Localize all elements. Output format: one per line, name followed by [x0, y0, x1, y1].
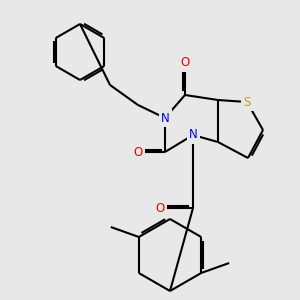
Text: O: O	[155, 202, 165, 214]
Text: S: S	[243, 95, 251, 109]
Text: N: N	[160, 112, 169, 124]
Text: O: O	[180, 56, 190, 70]
Text: N: N	[189, 128, 197, 142]
Text: O: O	[134, 146, 142, 158]
